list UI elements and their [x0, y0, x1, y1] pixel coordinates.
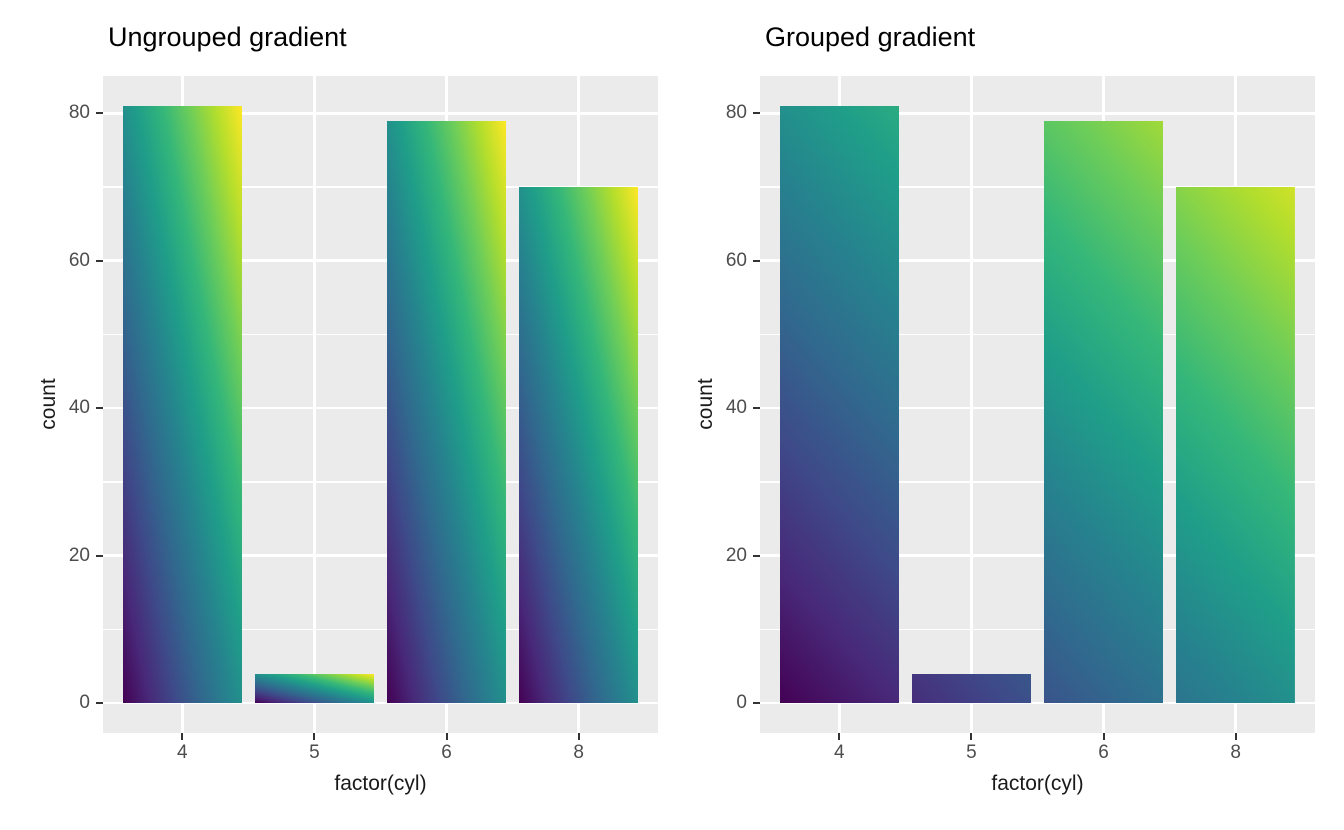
y-tick-label: 20	[68, 544, 90, 566]
x-axis-title: factor(cyl)	[991, 772, 1084, 795]
y-axis-tick	[753, 554, 760, 557]
y-axis-tick	[96, 407, 103, 410]
grid-minor-line	[760, 481, 1315, 483]
grid-major-line	[103, 111, 658, 115]
x-axis-tick	[1234, 733, 1237, 740]
x-axis-title: factor(cyl)	[334, 772, 427, 795]
grid-major-line	[103, 554, 658, 557]
x-axis-tick	[1102, 733, 1105, 740]
grid-major-line	[760, 701, 1315, 705]
grid-major-line	[103, 406, 658, 410]
x-tick-label: 4	[176, 742, 188, 763]
grid-minor-line	[760, 186, 1315, 188]
grid-major-line	[760, 111, 1315, 115]
y-tick-label: 40	[725, 397, 747, 419]
x-axis-tick	[313, 733, 316, 740]
bar-cyl-6	[387, 120, 507, 704]
grid-major-line	[103, 701, 658, 705]
x-axis-tick	[445, 733, 448, 740]
y-tick-label: 20	[725, 544, 747, 566]
x-tick-label: 4	[833, 742, 845, 763]
x-axis-tick	[838, 733, 841, 740]
y-axis-tick	[753, 702, 760, 705]
x-tick-label: 6	[441, 742, 452, 763]
y-tick-label: 60	[68, 249, 90, 271]
y-axis-tick	[753, 407, 760, 410]
y-tick-label: 0	[736, 692, 747, 714]
x-tick-label: 8	[573, 742, 584, 763]
y-tick-label: 80	[68, 102, 90, 124]
grid-major-line	[760, 554, 1315, 557]
y-tick-label: 80	[725, 102, 747, 124]
y-tick-label: 40	[68, 397, 90, 419]
bar-cyl-5	[911, 673, 1031, 704]
chart-title: Ungrouped gradient	[108, 22, 347, 52]
x-tick-label: 8	[1230, 742, 1241, 763]
y-axis-tick	[96, 112, 103, 115]
x-axis-tick	[577, 733, 580, 740]
plot-panel	[103, 76, 658, 733]
y-axis-tick	[753, 259, 760, 262]
y-tick-label: 60	[725, 249, 747, 271]
grid-major-line	[760, 259, 1315, 262]
y-axis-tick	[96, 554, 103, 557]
y-tick-label: 0	[79, 692, 90, 714]
grid-minor-line	[103, 333, 658, 336]
y-axis-tick	[96, 702, 103, 705]
x-axis-tick	[181, 733, 184, 740]
chart-grouped-gradient: Grouped gradient count factor(cyl) 0 20 40…	[657, 0, 1329, 830]
x-tick-label: 5	[309, 742, 320, 763]
grid-major-vline	[313, 76, 316, 733]
x-axis-tick	[970, 733, 973, 740]
grid-minor-line	[760, 333, 1315, 336]
y-axis-tick	[753, 112, 760, 115]
grid-major-vline	[970, 76, 973, 733]
bar-cyl-8	[1176, 186, 1296, 704]
y-axis-tick	[96, 259, 103, 262]
bar-cyl-4	[779, 105, 899, 704]
bar-cyl-4	[122, 105, 242, 704]
bar-cyl-5	[254, 673, 374, 704]
bar-cyl-8	[519, 186, 639, 704]
bar-cyl-6	[1044, 120, 1164, 704]
chart-title: Grouped gradient	[765, 22, 976, 52]
grid-minor-line	[103, 186, 658, 188]
plot-panel	[760, 76, 1315, 733]
grid-major-line	[103, 259, 658, 262]
grid-minor-line	[103, 481, 658, 483]
grid-minor-line	[103, 628, 658, 631]
grid-major-line	[760, 406, 1315, 410]
chart-ungrouped-gradient: Ungrouped gradient count factor(cyl) 0 20…	[37, 22, 658, 795]
x-tick-label: 5	[966, 742, 977, 763]
grid-minor-line	[760, 628, 1315, 631]
x-tick-label: 6	[1098, 742, 1109, 763]
